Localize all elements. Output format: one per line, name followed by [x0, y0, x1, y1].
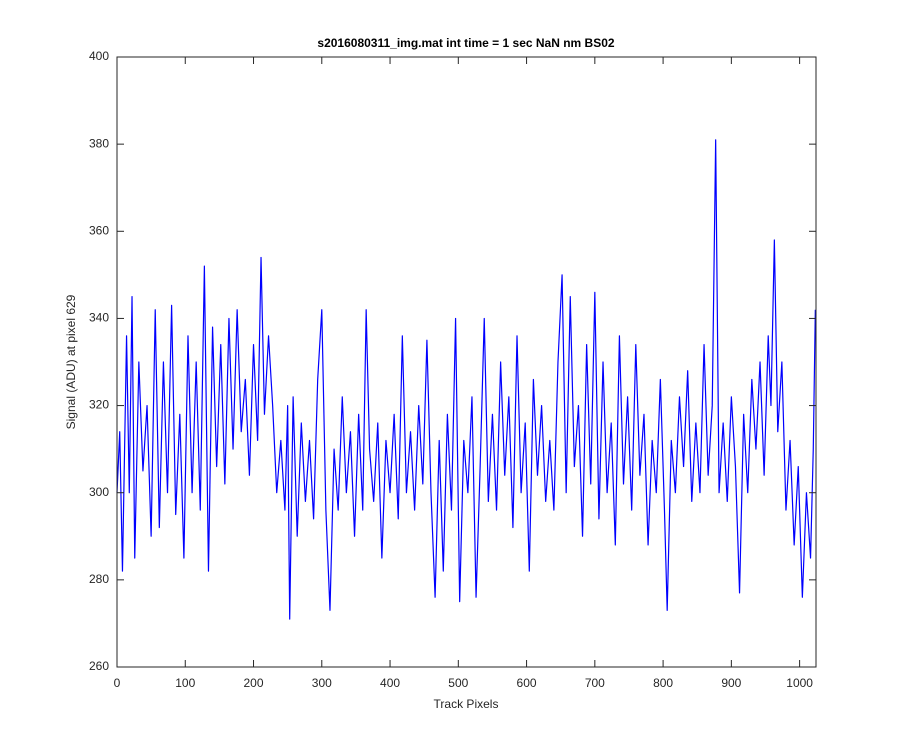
x-axis-label: Track Pixels	[434, 697, 499, 711]
y-tick-label: 260	[89, 659, 109, 673]
y-tick-label: 380	[89, 136, 109, 150]
x-tick-label: 700	[585, 676, 605, 690]
axis-frame	[116, 56, 817, 668]
x-tick-label: 600	[517, 676, 537, 690]
y-tick-label: 280	[89, 572, 109, 586]
x-tick-label: 900	[721, 676, 741, 690]
y-tick-label: 400	[89, 49, 109, 63]
y-tick-label: 320	[89, 398, 109, 412]
x-tick-label: 200	[244, 676, 264, 690]
x-tick-label: 0	[114, 676, 121, 690]
data-line	[116, 139, 816, 620]
y-tick-label: 340	[89, 311, 109, 325]
x-tick-label: 800	[653, 676, 673, 690]
y-tick-label: 360	[89, 223, 109, 237]
x-tick-label: 500	[448, 676, 468, 690]
x-tick-label: 100	[175, 676, 195, 690]
x-tick-label: 300	[312, 676, 332, 690]
chart-title: s2016080311_img.mat int time = 1 sec NaN…	[317, 36, 614, 50]
y-tick-label: 300	[89, 485, 109, 499]
x-tick-label: 400	[380, 676, 400, 690]
y-axis-label: Signal (ADU) at pixel 629	[64, 294, 78, 429]
x-tick-label: 1000	[786, 676, 813, 690]
